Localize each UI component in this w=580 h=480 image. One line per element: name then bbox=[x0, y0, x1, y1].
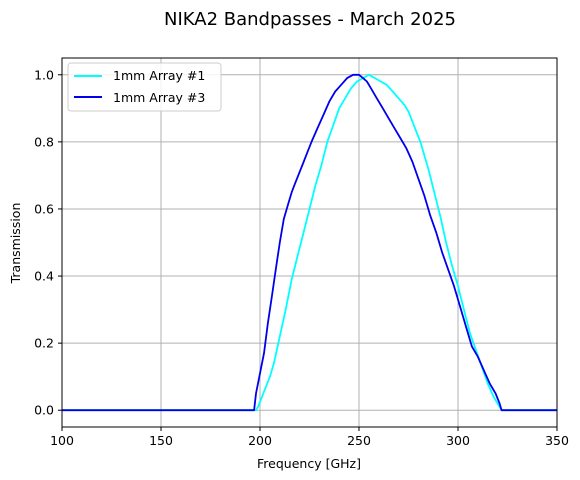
y-tick-label: 1.0 bbox=[34, 67, 54, 82]
y-axis-ticks: 0.0 0.2 0.4 0.6 0.8 1.0 bbox=[34, 67, 62, 418]
series-layer bbox=[62, 73, 557, 412]
y-tick-label: 0.6 bbox=[34, 201, 54, 216]
legend: 1mm Array #1 1mm Array #3 bbox=[67, 62, 222, 112]
legend-label-array-1: 1mm Array #1 bbox=[113, 68, 205, 83]
plot-frame bbox=[61, 57, 558, 428]
x-tick-label: 300 bbox=[446, 433, 470, 448]
y-tick-label: 0.2 bbox=[34, 336, 54, 351]
x-tick-label: 100 bbox=[50, 433, 74, 448]
x-tick-label: 350 bbox=[545, 433, 569, 448]
legend-label-array-3: 1mm Array #3 bbox=[113, 90, 205, 105]
y-axis-label: Transmission bbox=[8, 203, 23, 285]
chart-title: NIKA2 Bandpasses - March 2025 bbox=[164, 9, 456, 30]
x-tick-label: 150 bbox=[149, 433, 173, 448]
x-tick-label: 250 bbox=[347, 433, 371, 448]
x-tick-label: 200 bbox=[248, 433, 272, 448]
legend-box bbox=[67, 62, 222, 112]
series-line-array-3 bbox=[62, 73, 557, 412]
y-tick-label: 0.8 bbox=[34, 134, 54, 149]
y-tick-label: 0.4 bbox=[34, 269, 54, 284]
series-line-array-1 bbox=[62, 73, 557, 412]
x-axis-label: Frequency [GHz] bbox=[257, 456, 361, 471]
x-axis-ticks: 100 150 200 250 300 350 bbox=[50, 427, 569, 448]
y-tick-label: 0.0 bbox=[34, 403, 54, 418]
